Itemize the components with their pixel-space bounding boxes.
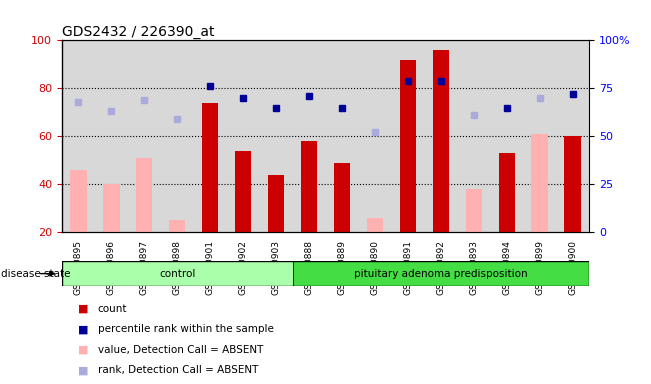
Bar [465, 189, 482, 232]
Text: ■: ■ [78, 345, 89, 355]
Bar [235, 151, 251, 232]
Text: ■: ■ [78, 304, 89, 314]
Bar [400, 60, 416, 232]
Bar [202, 103, 218, 232]
Text: control: control [159, 268, 195, 279]
Bar [169, 220, 186, 232]
Text: value, Detection Call = ABSENT: value, Detection Call = ABSENT [98, 345, 263, 355]
Bar [103, 184, 120, 232]
Bar [292, 261, 589, 286]
Bar [268, 175, 284, 232]
Bar [499, 153, 515, 232]
Bar [62, 261, 292, 286]
Text: ■: ■ [78, 365, 89, 375]
Text: ■: ■ [78, 324, 89, 334]
Bar [334, 163, 350, 232]
Bar [136, 158, 152, 232]
Text: disease state: disease state [1, 268, 70, 279]
Text: GDS2432 / 226390_at: GDS2432 / 226390_at [62, 25, 214, 39]
Bar [70, 170, 87, 232]
Bar [531, 134, 548, 232]
Bar [433, 50, 449, 232]
Bar [367, 218, 383, 232]
Text: count: count [98, 304, 127, 314]
Text: percentile rank within the sample: percentile rank within the sample [98, 324, 273, 334]
Bar [301, 141, 317, 232]
Text: pituitary adenoma predisposition: pituitary adenoma predisposition [354, 268, 528, 279]
Text: rank, Detection Call = ABSENT: rank, Detection Call = ABSENT [98, 365, 258, 375]
Bar [564, 136, 581, 232]
